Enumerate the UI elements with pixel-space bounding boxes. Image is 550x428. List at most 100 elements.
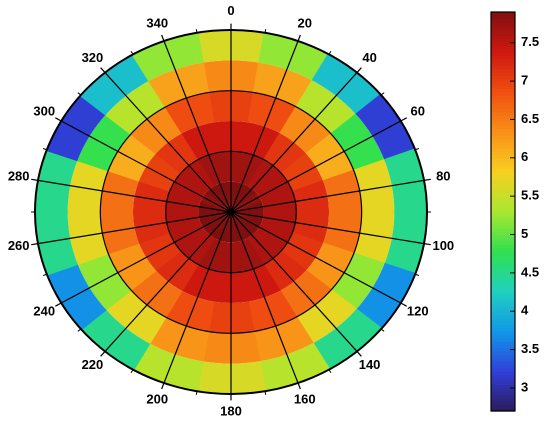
colorbar-tick-label: 3 [521,379,528,394]
colorbar-segment [491,95,515,100]
spoke [60,120,232,213]
colorbar-segment [491,121,515,126]
colorbar-segment [491,337,515,342]
theta-tick [31,243,39,246]
heat-cell [261,211,297,234]
heat-cell [197,238,226,272]
theta-tick-label: 320 [82,50,104,65]
heat-cell [197,152,226,186]
colorbar-segment [491,334,515,339]
colorbar-segment [491,41,515,46]
colorbar-segment [491,387,515,392]
colorbar-segment [491,128,515,133]
colorbar-tick-label: 4 [521,303,529,318]
theta-minor-tick [77,92,82,96]
colorbar-tick-label: 5 [521,226,528,241]
theta-minor-tick [195,391,198,395]
spoke [60,211,232,304]
colorbar-segment [491,271,515,276]
heat-cell [280,232,324,271]
colorbar-segment [491,394,515,399]
theta-tick [161,34,165,42]
theta-tick [400,117,407,122]
theta-tick [400,302,407,307]
heat-cell [169,172,207,202]
colorbar-segment [491,115,515,119]
heat-cell [231,201,264,213]
colorbar-segment [491,211,515,216]
heat-cell [231,212,262,232]
heat-cell [77,252,132,311]
heat-cell [252,62,314,108]
theta-minor-tick [328,50,332,55]
theta-tick [297,34,301,42]
heat-cell [353,210,395,265]
colorbar-segment [491,278,515,282]
colorbar-segment [491,264,515,269]
theta-tick-label: 340 [146,15,168,30]
colorbar-segment [491,141,515,146]
heat-cell [131,342,204,392]
colorbar-segment [491,248,515,252]
heat-cell [181,122,221,160]
heat-cell [384,148,427,214]
theta-tick-label: 140 [359,357,381,372]
heat-cell [100,211,140,255]
colorbar-segment [491,15,515,20]
theta-minor-tick [380,92,385,96]
heat-cell [138,232,182,271]
heat-cell [322,169,362,213]
theta-tick-label: 180 [220,404,242,419]
heat-cell [214,212,231,242]
colorbar-segment [491,148,515,153]
colorbar-segment [491,105,515,110]
colorbar-tick-label: 7 [521,72,528,87]
heat-cell [231,211,264,223]
center-dot [227,208,235,216]
heat-cell [164,92,215,134]
theta-tick [100,351,106,357]
spoke [230,120,402,213]
colorbar-segment [491,374,515,379]
heat-cell [138,153,182,192]
heat-cell [164,290,215,332]
theta-tick [423,178,431,181]
theta-tick [297,382,301,390]
colorbar-segment [491,407,515,412]
spoke [104,72,232,213]
colorbar-segment [491,58,515,63]
theta-tick-label: 100 [432,238,454,253]
colorbar-segment [491,234,515,239]
heat-cell [77,113,132,172]
colorbar-segment [491,294,515,299]
heat-cell [148,62,210,108]
spoke [230,211,299,384]
colorbar-segment [491,161,515,166]
theta-minor-tick [77,328,82,332]
colorbar-segment [491,238,515,243]
colorbar-segment [491,85,515,90]
colorbar-segment [491,111,515,116]
spoke [230,179,425,213]
colorbar-segment [491,184,515,189]
colorbar-segment [491,181,515,186]
colorbar-segment [491,327,515,332]
colorbar-tick-label: 6.5 [521,111,539,126]
colorbar-segment [491,151,515,156]
heat-cell [165,211,201,234]
colorbar-segment [491,258,515,262]
colorbar-segment [491,354,515,359]
colorbar-segment [491,241,515,246]
colorbar-tick-label: 6 [521,149,528,164]
spoke [230,72,358,213]
colorbar-segment [491,331,515,336]
colorbar-segment [491,91,515,96]
colorbar-segment [491,108,515,113]
colorbar-segment [491,198,515,203]
colorbar-segment [491,251,515,256]
colorbar-segment [491,221,515,226]
colorbar-segment [491,138,515,143]
colorbar-segment [491,317,515,322]
heat-cell [107,133,157,182]
theta-tick-label: 220 [82,357,104,372]
